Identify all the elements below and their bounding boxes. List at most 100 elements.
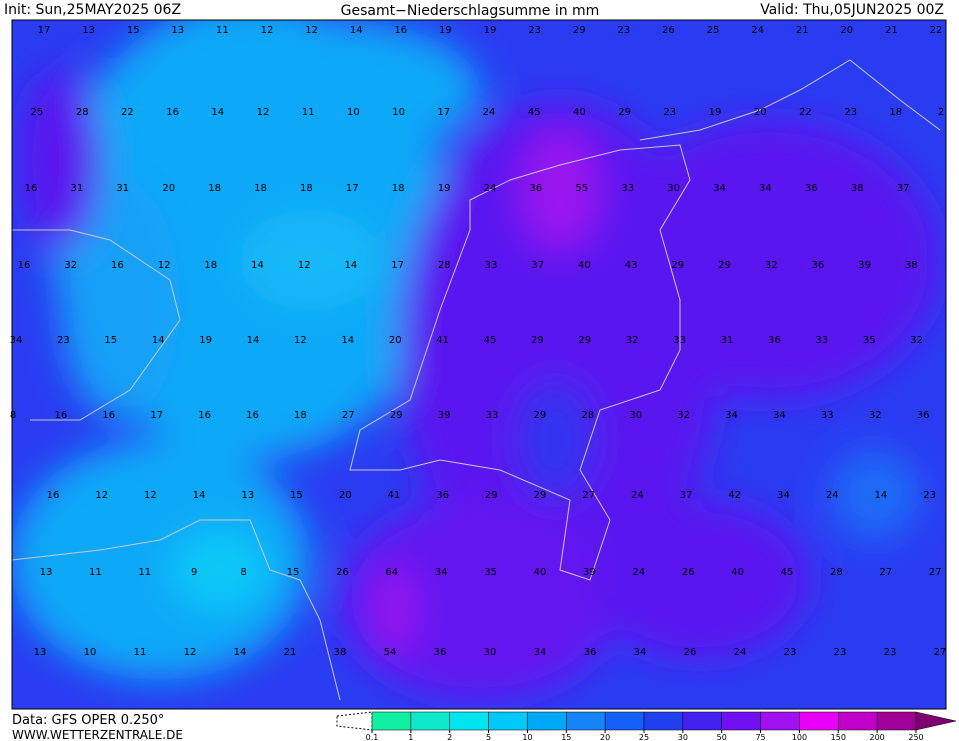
precip-label: 14 — [251, 260, 264, 271]
precip-label: 16 — [111, 260, 124, 271]
precip-label: 29 — [534, 410, 547, 421]
precip-label: 14 — [152, 335, 165, 346]
precip-label: 20 — [162, 183, 175, 194]
precip-label: 36 — [768, 335, 781, 346]
precip-label: 34 — [725, 410, 738, 421]
precip-label: 34 — [773, 410, 786, 421]
precip-label: 38 — [334, 647, 347, 658]
colorbar-segment — [527, 711, 567, 731]
precip-label: 28 — [438, 260, 451, 271]
precip-label: 18 — [204, 260, 217, 271]
colorbar-over — [915, 711, 957, 731]
colorbar-segment — [449, 711, 489, 731]
precip-label: 36 — [805, 183, 818, 194]
colorbar-tick-label: 10 — [522, 733, 532, 741]
colorbar-tick-label: 200 — [870, 733, 885, 741]
precip-label: 16 — [55, 410, 68, 421]
precip-label: 41 — [436, 335, 449, 346]
precip-label: 18 — [208, 183, 221, 194]
precip-label: 19 — [199, 335, 212, 346]
precip-label: 15 — [287, 567, 300, 578]
precip-label: 16 — [47, 490, 60, 501]
precip-label: 33 — [815, 335, 828, 346]
precip-label: 21 — [796, 25, 809, 36]
colorbar-segment — [643, 711, 684, 731]
precip-label: 12 — [95, 490, 108, 501]
precip-label: 39 — [858, 260, 871, 271]
precip-label: 29 — [534, 490, 547, 501]
precip-label: 16 — [198, 410, 211, 421]
precip-label: 19 — [709, 107, 722, 118]
precip-label: 18 — [294, 410, 307, 421]
colorbar-tick-label: 30 — [678, 733, 688, 741]
precip-label: 36 — [530, 183, 543, 194]
precip-label: 18 — [254, 183, 267, 194]
precip-label: 42 — [728, 490, 741, 501]
precip-label: 23 — [57, 335, 70, 346]
precip-label: 16 — [18, 260, 31, 271]
precip-label: 34 — [634, 647, 647, 658]
precip-label: 14 — [345, 260, 358, 271]
precip-label: 26 — [684, 647, 697, 658]
precip-label: 29 — [578, 335, 591, 346]
colorbar-tick-label: 5 — [486, 733, 491, 741]
precip-label: 26 — [336, 567, 349, 578]
colorbar-tick-label: 75 — [755, 733, 765, 741]
init-time: Init: Sun,25MAY2025 06Z — [4, 2, 181, 18]
colorbar-segment — [876, 711, 917, 731]
colorbar-tick-label: 250 — [908, 733, 923, 741]
precip-label: 8 — [240, 567, 246, 578]
precip-label: 14 — [247, 335, 260, 346]
precip-label: 26 — [682, 567, 695, 578]
precip-label: 30 — [629, 410, 642, 421]
precip-label: 36 — [812, 260, 825, 271]
precip-label: 2 — [938, 107, 944, 118]
valid-time: Valid: Thu,05JUN2025 00Z — [760, 2, 944, 18]
colorbar-segment — [838, 711, 878, 731]
precip-label: 34 — [759, 183, 772, 194]
precip-label: 12 — [158, 260, 171, 271]
precip-label: 21 — [284, 647, 297, 658]
precip-label: 27 — [929, 567, 942, 578]
precip-label: 32 — [910, 335, 923, 346]
precip-label: 31 — [116, 183, 129, 194]
precip-label: 34 — [713, 183, 726, 194]
colorbar-segment — [410, 711, 450, 731]
precip-label: 28 — [581, 410, 594, 421]
precip-label: 45 — [781, 567, 794, 578]
precip-label: 34 — [534, 647, 547, 658]
colorbar-segment — [682, 711, 722, 731]
precip-label: 40 — [731, 567, 744, 578]
precip-label: 33 — [486, 410, 499, 421]
precip-label: 43 — [625, 260, 638, 271]
precip-label: 21 — [885, 25, 898, 36]
field — [12, 20, 946, 709]
precip-label: 33 — [621, 183, 634, 194]
precip-label: 13 — [171, 25, 184, 36]
precip-label: 41 — [388, 490, 401, 501]
precip-label: 17 — [150, 410, 163, 421]
precip-label: 23 — [844, 107, 857, 118]
precip-label: 34 — [435, 567, 448, 578]
precip-label: 24 — [484, 183, 497, 194]
precip-label: 15 — [104, 335, 117, 346]
precip-label: 16 — [166, 107, 179, 118]
map-title: Gesamt−Niederschlagsumme in mm — [341, 3, 600, 19]
colorbar-tick-label: 25 — [639, 733, 649, 741]
precip-label: 29 — [573, 25, 586, 36]
precip-label: 23 — [884, 647, 897, 658]
precip-label: 28 — [76, 107, 89, 118]
precip-label: 29 — [618, 107, 631, 118]
precip-label: 12 — [144, 490, 157, 501]
precip-label: 27 — [582, 490, 595, 501]
precip-label: 12 — [305, 25, 318, 36]
precip-label: 31 — [721, 335, 734, 346]
precip-label: 34 — [777, 490, 790, 501]
colorbar — [336, 711, 373, 731]
precip-label: 32 — [765, 260, 778, 271]
colorbar-tick-label: 20 — [600, 733, 610, 741]
precip-label: 19 — [439, 25, 452, 36]
precip-label: 12 — [298, 260, 311, 271]
precip-label: 24 — [631, 490, 644, 501]
precip-label: 54 — [384, 647, 397, 658]
